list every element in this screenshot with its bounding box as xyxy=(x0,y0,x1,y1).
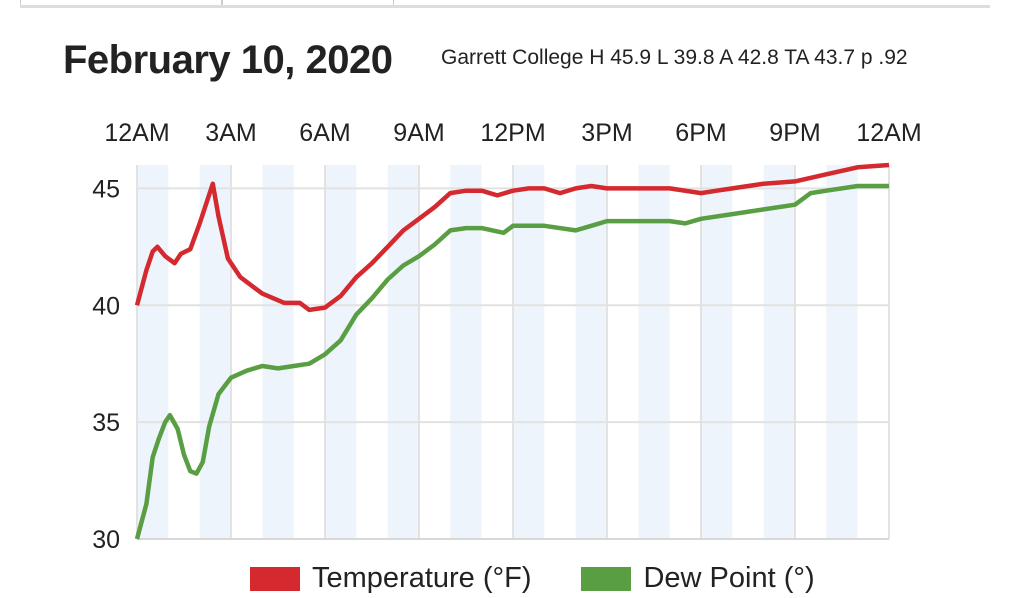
hour-band xyxy=(450,165,482,539)
tab[interactable] xyxy=(222,0,394,5)
hour-band xyxy=(262,165,294,539)
hour-band xyxy=(763,165,795,539)
y-tick-label: 30 xyxy=(92,526,120,554)
y-tick-label: 35 xyxy=(92,409,120,437)
tab[interactable] xyxy=(20,0,222,5)
x-tick-label: 12AM xyxy=(856,119,921,147)
temperature-line xyxy=(134,162,890,313)
hour-band xyxy=(826,165,858,539)
legend-label-temperature: Temperature (°F) xyxy=(312,562,532,594)
dew-point-line xyxy=(134,183,889,540)
hour-band xyxy=(701,165,733,539)
x-tick-label: 9PM xyxy=(769,119,820,147)
legend-swatch-temperature xyxy=(250,566,300,591)
hour-band xyxy=(638,165,670,539)
x-tick-label: 12PM xyxy=(480,119,545,147)
x-tick-label: 12AM xyxy=(104,119,169,147)
x-tick-label: 9AM xyxy=(393,119,444,147)
x-tick-label: 3PM xyxy=(581,119,632,147)
legend: Temperature (°F) Dew Point (°) xyxy=(250,562,815,595)
tab-strip xyxy=(20,0,990,8)
hour-band xyxy=(137,165,169,539)
x-tick-label: 6PM xyxy=(675,119,726,147)
x-tick-label: 3AM xyxy=(205,119,256,147)
legend-swatch-dew-point xyxy=(581,566,632,591)
legend-label-dew-point: Dew Point (°) xyxy=(643,562,815,594)
x-tick-label: 6AM xyxy=(299,119,350,147)
hour-band xyxy=(513,165,545,539)
y-tick-label: 45 xyxy=(92,175,120,203)
station-summary: Garrett College H 45.9 L 39.8 A 42.8 TA … xyxy=(441,46,908,69)
hour-band xyxy=(387,165,419,539)
y-tick-label: 40 xyxy=(92,292,120,320)
hour-band xyxy=(199,165,231,539)
page-title: February 10, 2020 xyxy=(63,38,393,82)
